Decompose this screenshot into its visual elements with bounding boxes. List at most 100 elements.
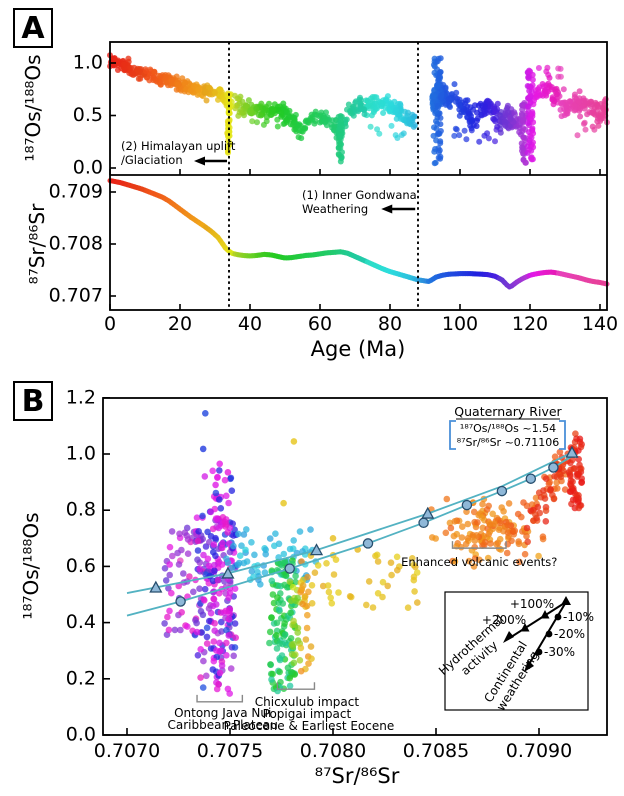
orange-rise (511, 527, 519, 535)
yellow-scatter (414, 599, 421, 606)
orange-cloud (539, 533, 547, 540)
purple-main (227, 665, 235, 672)
yellow-scatter (374, 558, 382, 565)
panel-a-axes: 0 20 40 60 80 100 120 140 0.0 0.5 1.0 0.707 0.708 0.7… (21, 41, 618, 361)
red-scatter (542, 518, 550, 525)
violet-left (161, 620, 168, 627)
green-columns (281, 631, 289, 638)
magenta-column (210, 657, 218, 665)
cyan-cloud (243, 558, 251, 565)
svg-text:Caribbean Plateau: Caribbean Plateau (168, 718, 278, 732)
orange-column (304, 611, 311, 619)
green-columns (281, 581, 288, 589)
purple-main (223, 652, 230, 659)
purple-main (193, 628, 201, 636)
svg-text:0.6: 0.6 (66, 555, 96, 577)
violet-left (169, 552, 176, 560)
svg-text:(2) Himalayan uplift: (2) Himalayan uplift (121, 139, 236, 153)
cyan-cloud (248, 539, 255, 546)
orange-rise (532, 494, 540, 502)
svg-text:1.0: 1.0 (66, 443, 96, 465)
svg-text:1.0: 1.0 (73, 52, 103, 74)
orange-column (298, 558, 305, 565)
orange-cloud (496, 535, 504, 543)
violet-left (186, 573, 193, 580)
cyan-cloud (286, 545, 294, 553)
cyan-cloud (271, 542, 278, 550)
violet-left (162, 577, 170, 584)
yellow-scatter (311, 569, 319, 576)
violet-left (168, 589, 175, 597)
panel-a-xlabel: Age (Ma) (311, 337, 406, 361)
violet-left (193, 619, 200, 627)
purple-main (194, 556, 201, 563)
red-bar (578, 441, 585, 448)
orange-cloud (432, 535, 440, 542)
purple-top (214, 474, 221, 482)
orange-column (305, 588, 312, 596)
yellow-scatter (394, 566, 401, 574)
red-bar (570, 465, 577, 472)
yellow-scatter (393, 553, 401, 561)
orange-rise (551, 453, 559, 461)
yellow-scatter (413, 569, 421, 576)
magenta-column (210, 638, 218, 645)
orange-cloud (505, 500, 513, 507)
purple-top (227, 474, 235, 482)
purple-main (212, 552, 219, 560)
svg-text:0.7070: 0.7070 (94, 740, 160, 762)
inset-legend: +100%+200% -10%-20%-30%Hydrothermalactivi… (436, 591, 594, 713)
svg-text:80: 80 (378, 313, 402, 335)
yellow-scatter (365, 578, 373, 585)
orange-cloud (523, 532, 530, 540)
magenta-column (214, 517, 221, 524)
yellowgreen-column (290, 640, 297, 648)
red-bar (574, 473, 581, 480)
purple-main (211, 567, 218, 574)
yellow-scatter (325, 588, 333, 596)
violet-left (165, 626, 173, 634)
yellow-scatter (327, 594, 335, 602)
green-columns (273, 632, 280, 639)
mixing-lines (126, 445, 579, 617)
green-columns (287, 609, 295, 616)
panel-b-axes: 0.7070 0.7075 0.7080 0.7085 0.7090 0.0 0.2 0.4 0… (19, 386, 608, 788)
magenta-column (225, 632, 232, 639)
yellow-scatter (308, 582, 316, 589)
purple-main (216, 669, 224, 677)
svg-text:-30%: -30% (544, 645, 575, 659)
panel-b-ylabel: ¹⁸⁷Os/¹⁸⁸Os (19, 512, 43, 619)
purple-main (194, 547, 202, 554)
green-columns (268, 577, 276, 585)
violet-left (175, 561, 183, 568)
purple-top (201, 473, 209, 480)
purple-top (212, 489, 220, 497)
purple-main (203, 640, 211, 647)
orange-rise (523, 502, 531, 510)
cyan-cloud (296, 528, 304, 535)
magenta-column (213, 685, 221, 693)
orange-column (307, 643, 315, 650)
orange-cloud (473, 532, 480, 539)
violet-left (161, 565, 169, 572)
red-scatter (551, 473, 558, 480)
yellow-scatter (379, 578, 387, 586)
orange-column (308, 600, 316, 607)
orange-cloud (451, 518, 459, 525)
orange-rise (518, 513, 525, 521)
orange-rise (504, 521, 512, 529)
panel-a-top-ylabel: ¹⁸⁷Os/¹⁸⁸Os (21, 54, 45, 161)
yellow-scatter (412, 563, 419, 571)
orange-cloud (483, 506, 491, 513)
violet-left (166, 607, 173, 615)
purple-main (194, 652, 202, 659)
magenta-column (213, 601, 220, 608)
violet-left (171, 626, 179, 634)
svg-text:+100%: +100% (510, 597, 554, 611)
purple-main (200, 657, 207, 665)
mixing-triangle-marker (565, 445, 579, 458)
